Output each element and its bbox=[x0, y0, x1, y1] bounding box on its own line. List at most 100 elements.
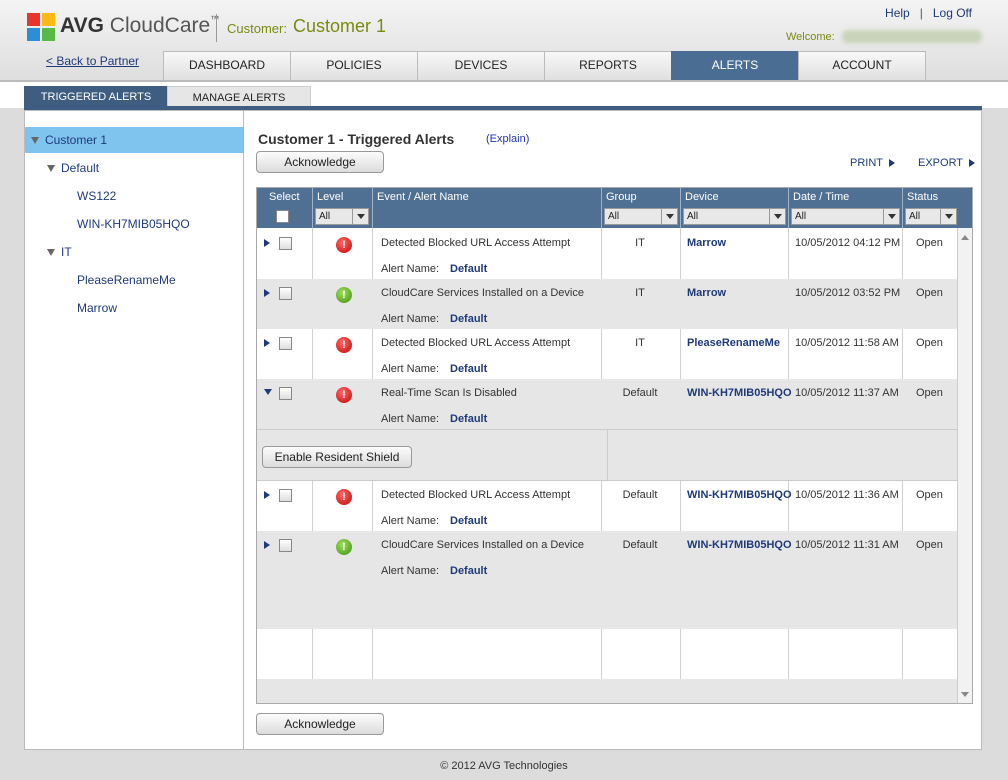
col-select: Select bbox=[257, 188, 313, 228]
device-link[interactable]: Marrow bbox=[687, 287, 727, 299]
tree-item-marrow[interactable]: Marrow bbox=[77, 301, 118, 315]
group-cell: Default bbox=[622, 489, 658, 501]
datetime-filter-select[interactable]: All bbox=[791, 208, 900, 225]
acknowledge-button-bottom[interactable]: Acknowledge bbox=[256, 713, 384, 735]
customer-label: Customer: bbox=[227, 21, 287, 36]
alert-name-link[interactable]: Default bbox=[450, 515, 488, 527]
print-link[interactable]: PRINT bbox=[850, 157, 895, 169]
row-action-panel: Enable Resident Shield bbox=[257, 429, 957, 481]
tab-dashboard[interactable]: DASHBOARD bbox=[163, 51, 291, 80]
level-filter-select[interactable]: All bbox=[315, 208, 369, 225]
status-filter-select[interactable]: All bbox=[905, 208, 957, 225]
device-link[interactable]: WIN-KH7MIB05HQO bbox=[687, 539, 792, 551]
event-name: CloudCare Services Installed on a Device bbox=[381, 539, 584, 551]
status-cell: Open bbox=[916, 287, 943, 299]
status-cell: Open bbox=[916, 237, 943, 249]
explain-link[interactable]: (Explain) bbox=[486, 133, 530, 145]
scroll-up-icon[interactable] bbox=[960, 232, 971, 243]
device-link[interactable]: Marrow bbox=[687, 237, 727, 249]
subtab-triggered-alerts[interactable]: TRIGGERED ALERTS bbox=[24, 86, 168, 108]
subtab-manage-alerts[interactable]: MANAGE ALERTS bbox=[167, 86, 311, 108]
chevron-down-icon bbox=[661, 209, 677, 224]
expand-row-icon[interactable] bbox=[264, 491, 270, 499]
back-to-partner-link[interactable]: < Back to Partner bbox=[46, 54, 140, 68]
tab-alerts[interactable]: ALERTS bbox=[671, 51, 799, 80]
empty-row bbox=[257, 679, 957, 703]
expand-triangle-icon[interactable] bbox=[47, 165, 55, 173]
alert-name-label: Alert Name: bbox=[381, 263, 440, 275]
app-header: AVG CloudCare™ Customer: Customer 1 Help… bbox=[0, 0, 1008, 80]
alert-name-link[interactable]: Default bbox=[450, 413, 488, 425]
alert-name-label: Alert Name: bbox=[381, 515, 440, 527]
row-checkbox[interactable] bbox=[279, 337, 292, 350]
col-event-label: Event / Alert Name bbox=[377, 191, 469, 203]
welcome-label: Welcome: bbox=[786, 31, 835, 43]
alert-name-link[interactable]: Default bbox=[450, 363, 488, 375]
row-checkbox[interactable] bbox=[279, 387, 292, 400]
customer-name: Customer 1 bbox=[293, 16, 387, 36]
tree-item-default-group[interactable]: Default bbox=[25, 155, 99, 181]
expand-row-icon[interactable] bbox=[264, 239, 270, 247]
device-link[interactable]: PleaseRenameMe bbox=[687, 337, 780, 349]
scroll-down-icon[interactable] bbox=[960, 689, 971, 700]
alerts-grid: Select Level All Event / Alert Name Grou… bbox=[256, 187, 973, 704]
col-status: Status All bbox=[903, 188, 972, 228]
expand-row-icon[interactable] bbox=[264, 541, 270, 549]
action-divider bbox=[607, 430, 608, 480]
grid-scrollbar[interactable] bbox=[957, 228, 972, 703]
group-filter-select[interactable]: All bbox=[604, 208, 678, 225]
table-row[interactable]: ! CloudCare Services Installed on a Devi… bbox=[257, 279, 957, 329]
table-row[interactable]: ! Real-Time Scan Is Disabled Alert Name:… bbox=[257, 379, 957, 429]
help-link[interactable]: Help bbox=[885, 6, 910, 20]
footer-copyright: © 2012 AVG Technologies bbox=[440, 760, 568, 772]
col-datetime: Date / Time All bbox=[789, 188, 903, 228]
chevron-down-icon bbox=[940, 209, 956, 224]
export-link[interactable]: EXPORT bbox=[918, 157, 976, 169]
tab-account[interactable]: ACCOUNT bbox=[798, 51, 926, 80]
alert-name-link[interactable]: Default bbox=[450, 263, 488, 275]
table-row[interactable]: ! Detected Blocked URL Access Attempt Al… bbox=[257, 329, 957, 379]
critical-alert-icon: ! bbox=[336, 337, 352, 353]
expand-triangle-icon[interactable] bbox=[31, 137, 39, 145]
row-checkbox[interactable] bbox=[279, 539, 292, 552]
table-row[interactable]: ! CloudCare Services Installed on a Devi… bbox=[257, 531, 957, 629]
row-checkbox[interactable] bbox=[279, 287, 292, 300]
logoff-link[interactable]: Log Off bbox=[932, 6, 972, 20]
col-group-label: Group bbox=[606, 191, 637, 203]
table-row[interactable]: ! Detected Blocked URL Access Attempt Al… bbox=[257, 229, 957, 279]
row-checkbox[interactable] bbox=[279, 489, 292, 502]
tab-policies[interactable]: POLICIES bbox=[290, 51, 418, 80]
tab-reports[interactable]: REPORTS bbox=[544, 51, 672, 80]
device-link[interactable]: WIN-KH7MIB05HQO bbox=[687, 489, 792, 501]
event-name: Detected Blocked URL Access Attempt bbox=[381, 489, 571, 501]
arrow-right-icon bbox=[969, 159, 976, 168]
chevron-down-icon bbox=[769, 209, 785, 224]
sub-nav: TRIGGERED ALERTS MANAGE ALERTS bbox=[0, 80, 1008, 108]
row-checkbox[interactable] bbox=[279, 237, 292, 250]
col-level-label: Level bbox=[317, 191, 344, 203]
alert-name-link[interactable]: Default bbox=[450, 313, 488, 325]
col-event: Event / Alert Name bbox=[373, 188, 602, 228]
datetime-cell: 10/05/2012 11:58 AM bbox=[795, 337, 899, 349]
acknowledge-button-top[interactable]: Acknowledge bbox=[256, 151, 384, 173]
expand-row-icon[interactable] bbox=[264, 289, 270, 297]
select-all-checkbox[interactable] bbox=[276, 210, 289, 223]
col-device-label: Device bbox=[685, 191, 719, 203]
group-cell: IT bbox=[635, 337, 645, 349]
alert-name-link[interactable]: Default bbox=[450, 565, 488, 577]
tree-item-it-group[interactable]: IT bbox=[25, 239, 72, 265]
tab-devices[interactable]: DEVICES bbox=[417, 51, 545, 80]
enable-resident-shield-button[interactable]: Enable Resident Shield bbox=[262, 446, 412, 468]
tree-item-ws122[interactable]: WS122 bbox=[77, 189, 117, 203]
tree-item-customer-1[interactable]: Customer 1 bbox=[25, 127, 244, 153]
expand-row-icon[interactable] bbox=[264, 339, 270, 347]
tree-item-pleaserenameme[interactable]: PleaseRenameMe bbox=[77, 273, 176, 287]
expand-triangle-icon[interactable] bbox=[47, 249, 55, 257]
device-link[interactable]: WIN-KH7MIB05HQO bbox=[687, 387, 792, 399]
tree-item-win-kh7mib05hqo[interactable]: WIN-KH7MIB05HQO bbox=[77, 217, 190, 231]
col-level: Level All bbox=[313, 188, 373, 228]
device-filter-select[interactable]: All bbox=[683, 208, 786, 225]
collapse-row-icon[interactable] bbox=[264, 389, 272, 395]
col-device: Device All bbox=[681, 188, 789, 228]
table-row[interactable]: ! Detected Blocked URL Access Attempt Al… bbox=[257, 481, 957, 531]
